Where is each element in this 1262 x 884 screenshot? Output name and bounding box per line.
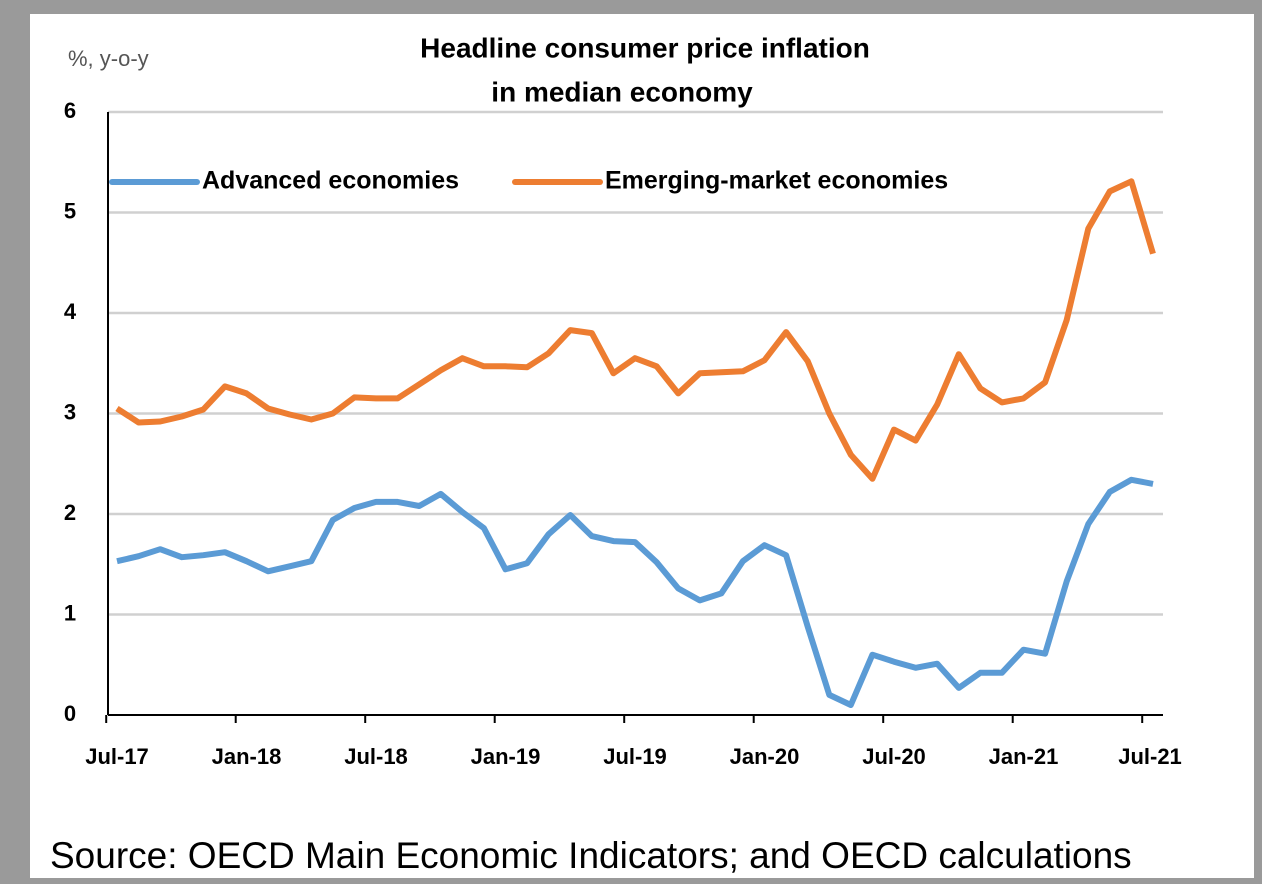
legend-label: Emerging-market economies [605,167,948,195]
x-tick-label: Jan-19 [471,744,541,769]
x-tick-label: Jan-21 [989,744,1059,769]
x-tick-label: Jul-21 [1118,744,1182,769]
y-tick-label: 1 [64,600,76,625]
panel [30,14,1254,878]
y-tick-label: 0 [64,701,76,726]
data-line [116,476,1154,708]
legend-label: Advanced economies [202,167,459,195]
x-tick-label: Jul-20 [862,744,926,769]
y-tick-label: 3 [64,399,76,424]
chart-title: Headline consumer price inflation [420,32,870,63]
x-tick-label: Jul-18 [344,744,408,769]
x-tick-label: Jul-19 [603,744,667,769]
y-axis-label: %, y-o-y [68,46,149,71]
y-tick-label: 2 [64,500,76,525]
x-tick-label: Jan-18 [212,744,282,769]
chart-title: in median economy [491,76,753,107]
y-tick-label: 5 [64,198,76,223]
x-tick-label: Jul-17 [85,744,149,769]
y-tick-label: 4 [64,299,77,324]
y-tick-label: 6 [64,98,76,123]
x-tick-label: Jan-20 [730,744,800,769]
source-note: Source: OECD Main Economic Indicators; a… [50,835,1132,876]
data-line [115,178,1156,482]
